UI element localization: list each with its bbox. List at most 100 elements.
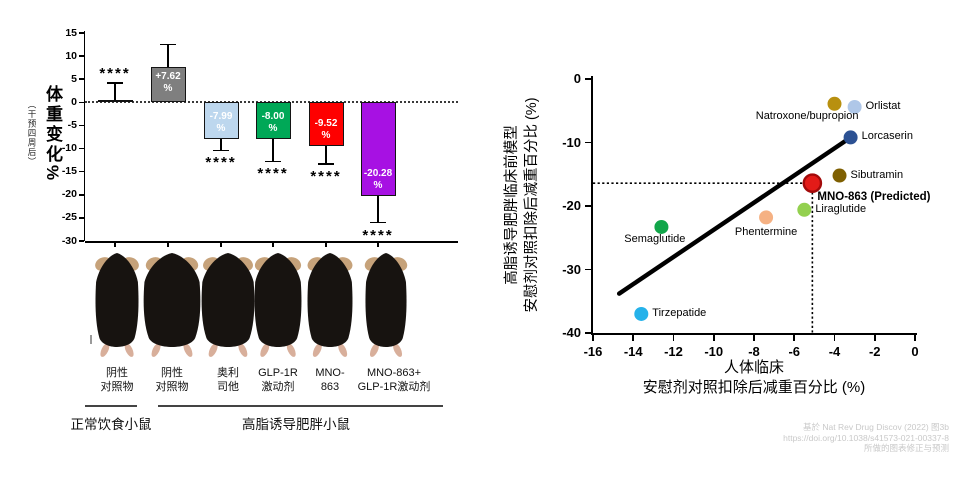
bar-value-text: +7.62 bbox=[155, 71, 181, 83]
bar-y-tick-label: 0 bbox=[71, 95, 77, 108]
error-bar-2 bbox=[220, 139, 222, 151]
source-line1: 基於 Nat Rev Drug Discov (2022) 图3b bbox=[803, 422, 949, 432]
mouse-photo-4 bbox=[298, 250, 362, 360]
bar-y-tick bbox=[79, 55, 84, 57]
mouse-column-label-5: MNO-863+ GLP-1R激动剂 bbox=[339, 366, 449, 395]
source-line2: https://doi.org/10.1038/s41573-021-00337… bbox=[783, 432, 949, 443]
mouse-column-label-line: MNO-863+ bbox=[366, 367, 422, 379]
error-bar-1 bbox=[167, 44, 169, 68]
error-bar-4 bbox=[325, 146, 327, 165]
bar-x-tick-3 bbox=[272, 242, 274, 247]
error-bar-5 bbox=[377, 196, 379, 223]
bar-x-tick-4 bbox=[325, 242, 327, 247]
mouse-column-label-line: 863 bbox=[320, 381, 340, 394]
error-bar-cap-5 bbox=[370, 221, 386, 224]
scatter-x-tick-label: -12 bbox=[664, 344, 683, 359]
scatter-x-tick-label: -6 bbox=[788, 344, 801, 359]
data-point bbox=[843, 130, 858, 145]
point-label-5: Liraglutide bbox=[815, 202, 867, 215]
scatter-x-axis-title: 人体临床 安慰剂对照扣除后减重百分比 (%) bbox=[604, 358, 904, 397]
scatter-x-tick-label: -14 bbox=[623, 344, 643, 359]
error-bar-cap-4 bbox=[318, 163, 334, 166]
scatter-x-tick-label: -10 bbox=[704, 344, 724, 359]
bar-value-unit: % bbox=[216, 123, 226, 135]
scatter-y-tick-label: -30 bbox=[562, 261, 581, 277]
mouse-column-label-line: 奥利 bbox=[217, 367, 239, 379]
point-label-4: MNO-863 (Predicted) bbox=[817, 191, 931, 204]
data-point bbox=[654, 219, 669, 234]
scatter-x-tick-label: -8 bbox=[748, 344, 760, 359]
data-point bbox=[802, 173, 823, 193]
significance-stars-0: **** bbox=[99, 64, 131, 82]
scatter-x-axis-line bbox=[591, 333, 917, 335]
significance-stars-5: **** bbox=[362, 226, 394, 244]
group-underline-hfd bbox=[158, 405, 443, 407]
bar-y-tick bbox=[79, 101, 84, 104]
point-label-2: Lorcaserin bbox=[861, 130, 913, 143]
scatter-y-axis-line bbox=[591, 76, 593, 335]
error-bar-cap-2 bbox=[213, 149, 229, 152]
scatter-x-tick-label: -16 bbox=[583, 344, 603, 359]
group-label-normal-diet: 正常饮食小鼠 bbox=[70, 417, 152, 432]
scatter-y-tick-label: -40 bbox=[562, 325, 581, 340]
mouse-column-label-line: 阴性 bbox=[106, 367, 128, 379]
scatter-y-tick-label: -20 bbox=[562, 198, 581, 213]
bar-1 bbox=[150, 67, 186, 103]
bar-y-tick-label: -10 bbox=[61, 142, 77, 155]
mouse-column-label-line: GLP-1R bbox=[258, 367, 298, 379]
bar-y-tick-label: -15 bbox=[61, 165, 77, 178]
bar-y-tick-label: 10 bbox=[65, 49, 77, 62]
point-label-3: Sibutramin bbox=[850, 168, 904, 181]
bar-x-tick-1 bbox=[167, 242, 169, 247]
bar-y-tick-label: 5 bbox=[71, 72, 77, 85]
scatter-x-tick bbox=[873, 335, 876, 341]
scatter-x-axis-title-line2: 安慰剂对照扣除后减重百分比 (%) bbox=[642, 378, 866, 396]
weight-change-bar-chart: 15 10 5 0 -5 -10 -15 -20 -25 -30 **** +7.62% -7.99% *… bbox=[0, 0, 478, 477]
bar-3 bbox=[255, 102, 291, 140]
scatter-x-tick bbox=[672, 335, 675, 341]
point-label-0: Natroxone/bupropion bbox=[755, 109, 859, 122]
bar-y-axis-line bbox=[83, 31, 85, 241]
bar-chart-y-axis-title: 体重变化% bbox=[43, 85, 62, 184]
point-label-8: Tirzepatide bbox=[652, 306, 707, 319]
source-line3: 所做的图表修正与预测 bbox=[863, 443, 949, 453]
bar-value-unit: % bbox=[373, 180, 383, 192]
scatter-x-tick bbox=[833, 335, 836, 341]
data-point bbox=[634, 306, 649, 321]
bar-value-label-3: -8.00% bbox=[256, 111, 291, 135]
scatter-x-tick bbox=[712, 335, 715, 341]
bar-y-tick bbox=[79, 217, 84, 219]
mouse-column-label-line: GLP-1R激动剂 bbox=[357, 381, 431, 394]
scatter-x-tick-label: -2 bbox=[868, 344, 881, 359]
mice-photo-row: 阴性 对照物 阴性 对照物 奥利 司他 GLP-1R 激动剂 MNO- 863 MNO-863+ GL… bbox=[0, 0, 478, 477]
bar-0 bbox=[97, 100, 133, 103]
point-label-1: Orlistat bbox=[865, 99, 901, 112]
group-label-hfd: 高脂诱导肥胖小鼠 bbox=[242, 417, 350, 432]
mouse-photo-2 bbox=[196, 250, 260, 360]
bar-y-tick bbox=[79, 147, 84, 150]
data-point bbox=[759, 210, 774, 225]
scatter-y-tick bbox=[585, 205, 591, 207]
bar-y-tick bbox=[79, 240, 84, 242]
data-point bbox=[797, 202, 812, 217]
mouse-column-label-4: MNO- 863 bbox=[275, 366, 385, 395]
bar-value-label-2: -7.99% bbox=[204, 111, 239, 135]
bar-y-tick bbox=[79, 124, 84, 127]
mouse-column-label-line: 对照物 bbox=[100, 381, 134, 394]
scatter-y-tick bbox=[585, 141, 591, 144]
mouse-column-label-2: 奥利 司他 bbox=[173, 366, 283, 395]
bar-y-tick-label: 15 bbox=[65, 26, 77, 39]
mouse-photo-0 bbox=[85, 250, 149, 360]
mouse-photo-1 bbox=[140, 250, 204, 360]
bar-value-text: -8.00 bbox=[261, 111, 285, 123]
bar-x-tick-0 bbox=[114, 242, 116, 247]
scatter-x-axis-title-line1: 人体临床 bbox=[723, 359, 784, 376]
bar-value-unit: % bbox=[268, 123, 278, 135]
scatter-x-tick bbox=[793, 335, 796, 341]
trend-line bbox=[616, 135, 853, 296]
point-label-6: Phentermine bbox=[734, 226, 798, 239]
mouse-column-label-line: 阴性 bbox=[161, 367, 183, 379]
